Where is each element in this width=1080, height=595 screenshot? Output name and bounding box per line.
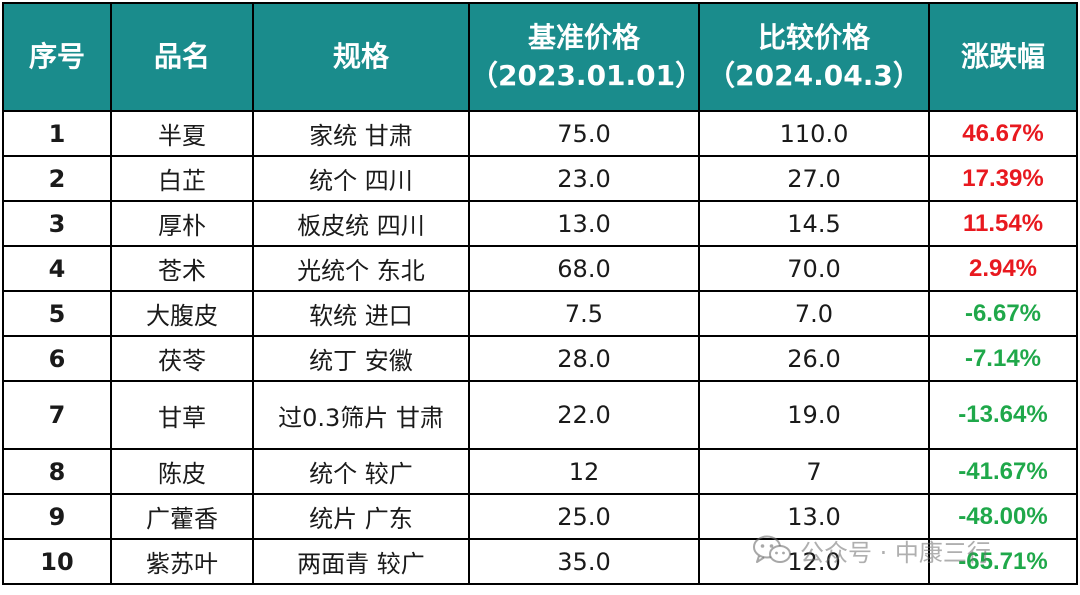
- cell-change: 46.67%: [928, 110, 1078, 157]
- cell-name: 半夏: [110, 110, 254, 157]
- cell-change: -48.00%: [928, 493, 1078, 540]
- cell-base-price: 22.0: [468, 380, 700, 450]
- table-body: 1 半夏 家统 甘肃 75.0 110.0 46.67% 2 白芷 统个 四川 …: [2, 110, 1078, 585]
- table-row: 6 茯苓 统丁 安徽 28.0 26.0 -7.14%: [2, 335, 1078, 382]
- cell-base-price: 13.0: [468, 200, 700, 247]
- cell-base-price: 68.0: [468, 245, 700, 292]
- header-compare-price-line2: （2024.04.3）: [707, 59, 921, 92]
- table-row: 8 陈皮 统个 较广 12 7 -41.67%: [2, 448, 1078, 495]
- cell-base-price: 7.5: [468, 290, 700, 337]
- header-compare-price: 比较价格 （2024.04.3）: [698, 2, 930, 112]
- header-change: 涨跌幅: [928, 2, 1078, 112]
- cell-index: 10: [2, 538, 112, 585]
- cell-index: 7: [2, 380, 112, 450]
- cell-spec: 两面青 较广: [252, 538, 470, 585]
- cell-name: 茯苓: [110, 335, 254, 382]
- table-row: 1 半夏 家统 甘肃 75.0 110.0 46.67%: [2, 110, 1078, 157]
- cell-base-price: 25.0: [468, 493, 700, 540]
- header-row: 序号 品名 规格 基准价格 （2023.01.01） 比较价格 （2024.04…: [2, 2, 1078, 112]
- cell-spec: 家统 甘肃: [252, 110, 470, 157]
- cell-change: -7.14%: [928, 335, 1078, 382]
- cell-base-price: 23.0: [468, 155, 700, 202]
- cell-compare-price: 27.0: [698, 155, 930, 202]
- cell-compare-price: 70.0: [698, 245, 930, 292]
- cell-spec: 光统个 东北: [252, 245, 470, 292]
- cell-index: 8: [2, 448, 112, 495]
- cell-name: 广藿香: [110, 493, 254, 540]
- table-row: 2 白芷 统个 四川 23.0 27.0 17.39%: [2, 155, 1078, 202]
- cell-compare-price: 7: [698, 448, 930, 495]
- cell-name: 陈皮: [110, 448, 254, 495]
- header-name: 品名: [110, 2, 254, 112]
- cell-name: 甘草: [110, 380, 254, 450]
- cell-spec: 统丁 安徽: [252, 335, 470, 382]
- cell-index: 4: [2, 245, 112, 292]
- cell-compare-price: 26.0: [698, 335, 930, 382]
- table-row: 7 甘草 过0.3筛片 甘肃 22.0 19.0 -13.64%: [2, 380, 1078, 450]
- cell-name: 紫苏叶: [110, 538, 254, 585]
- cell-base-price: 12: [468, 448, 700, 495]
- cell-compare-price: 7.0: [698, 290, 930, 337]
- header-base-price-line2: （2023.01.01）: [470, 59, 699, 92]
- table-row: 10 紫苏叶 两面青 较广 35.0 12.0 -65.71%: [2, 538, 1078, 585]
- cell-spec: 统片 广东: [252, 493, 470, 540]
- table-row: 4 苍术 光统个 东北 68.0 70.0 2.94%: [2, 245, 1078, 292]
- header-base-price-line1: 基准价格: [527, 21, 640, 54]
- table-row: 3 厚朴 板皮统 四川 13.0 14.5 11.54%: [2, 200, 1078, 247]
- cell-index: 6: [2, 335, 112, 382]
- header-spec: 规格: [252, 2, 470, 112]
- table-row: 5 大腹皮 软统 进口 7.5 7.0 -6.67%: [2, 290, 1078, 337]
- cell-name: 大腹皮: [110, 290, 254, 337]
- cell-index: 5: [2, 290, 112, 337]
- cell-base-price: 35.0: [468, 538, 700, 585]
- cell-base-price: 28.0: [468, 335, 700, 382]
- cell-spec: 板皮统 四川: [252, 200, 470, 247]
- cell-spec: 统个 较广: [252, 448, 470, 495]
- cell-index: 1: [2, 110, 112, 157]
- cell-compare-price: 110.0: [698, 110, 930, 157]
- cell-change: 17.39%: [928, 155, 1078, 202]
- cell-compare-price: 19.0: [698, 380, 930, 450]
- cell-name: 厚朴: [110, 200, 254, 247]
- header-index: 序号: [2, 2, 112, 112]
- cell-name: 苍术: [110, 245, 254, 292]
- header-compare-price-line1: 比较价格: [757, 21, 870, 54]
- cell-change: -6.67%: [928, 290, 1078, 337]
- cell-spec: 统个 四川: [252, 155, 470, 202]
- price-table: 序号 品名 规格 基准价格 （2023.01.01） 比较价格 （2024.04…: [2, 2, 1078, 585]
- cell-index: 3: [2, 200, 112, 247]
- cell-name: 白芷: [110, 155, 254, 202]
- cell-index: 2: [2, 155, 112, 202]
- cell-compare-price: 12.0: [698, 538, 930, 585]
- cell-compare-price: 14.5: [698, 200, 930, 247]
- cell-change: 11.54%: [928, 200, 1078, 247]
- header-base-price: 基准价格 （2023.01.01）: [468, 2, 700, 112]
- table-row: 9 广藿香 统片 广东 25.0 13.0 -48.00%: [2, 493, 1078, 540]
- cell-change: -65.71%: [928, 538, 1078, 585]
- cell-change: -41.67%: [928, 448, 1078, 495]
- cell-compare-price: 13.0: [698, 493, 930, 540]
- cell-change: 2.94%: [928, 245, 1078, 292]
- cell-index: 9: [2, 493, 112, 540]
- cell-spec: 软统 进口: [252, 290, 470, 337]
- cell-change: -13.64%: [928, 380, 1078, 450]
- cell-spec: 过0.3筛片 甘肃: [252, 380, 470, 450]
- cell-base-price: 75.0: [468, 110, 700, 157]
